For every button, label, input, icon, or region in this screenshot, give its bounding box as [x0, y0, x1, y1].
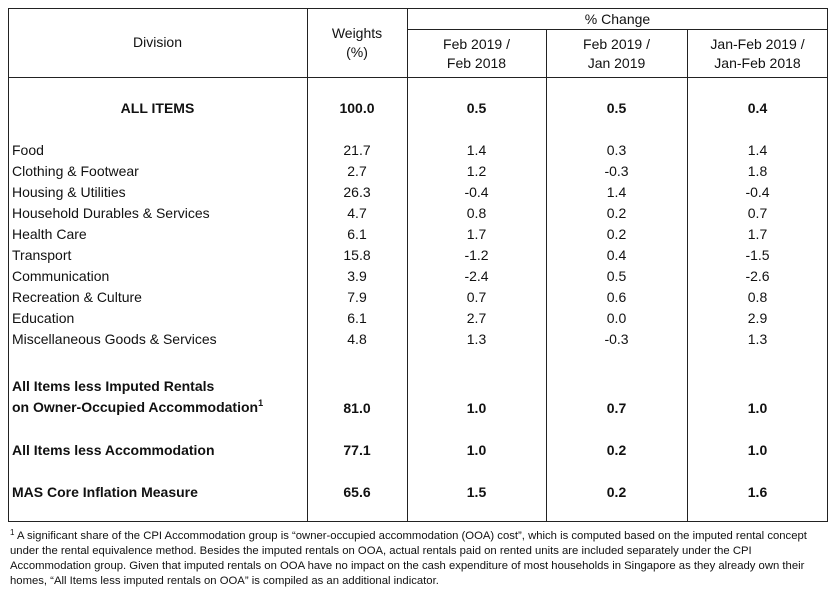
summary-label: MAS Core Inflation Measure: [12, 484, 198, 500]
row-v3: -2.6: [745, 268, 770, 284]
row-weight: 7.9: [347, 289, 367, 305]
header-col2-line1: Feb 2019 /: [583, 36, 650, 52]
table-top-border: [8, 8, 828, 9]
row-v2: 0.5: [606, 268, 627, 284]
row-label: Housing & Utilities: [12, 184, 126, 200]
summary-weight: 65.6: [343, 484, 371, 500]
row-weight: 6.1: [347, 226, 367, 242]
summary-v1: 1.0: [466, 442, 487, 458]
row-v2: 1.4: [606, 184, 627, 200]
header-col3-line2: Jan-Feb 2018: [714, 55, 801, 71]
row-weight: 3.9: [347, 268, 367, 284]
divider-col2: [546, 29, 547, 522]
summary-v3: 1.6: [747, 484, 768, 500]
row-label: Food: [12, 142, 44, 158]
row-label: Recreation & Culture: [12, 289, 142, 305]
row-v3: 0.7: [747, 205, 768, 221]
all-items-v2: 0.5: [606, 100, 627, 116]
row-v1: 1.2: [466, 163, 487, 179]
row-label: Communication: [12, 268, 110, 284]
header-col1-line1: Feb 2019 /: [443, 36, 510, 52]
row-v2: 0.4: [606, 247, 627, 263]
all-items-v3: 0.4: [747, 100, 768, 116]
footnote: 1 A significant share of the CPI Accommo…: [10, 529, 832, 589]
row-weight: 26.3: [343, 184, 371, 200]
row-v1: -0.4: [464, 184, 489, 200]
row-v2: 0.6: [606, 289, 627, 305]
header-pct-change: % Change: [584, 11, 651, 27]
row-v3: 0.8: [747, 289, 768, 305]
all-items-weight: 100.0: [339, 100, 375, 116]
row-v2: 0.2: [606, 226, 627, 242]
row-v2: 0.0: [606, 310, 627, 326]
row-weight: 21.7: [343, 142, 371, 158]
header-weights-line1: Weights: [331, 25, 383, 41]
row-v2: -0.3: [604, 331, 629, 347]
summary-v3: 1.0: [747, 442, 768, 458]
row-v3: 1.4: [747, 142, 768, 158]
summary-weight: 81.0: [343, 400, 371, 416]
summary-weight: 77.1: [343, 442, 371, 458]
row-v2: 0.2: [606, 205, 627, 221]
row-weight: 6.1: [347, 310, 367, 326]
row-v1: 0.7: [466, 289, 487, 305]
row-v1: -2.4: [464, 268, 489, 284]
row-v1: 0.8: [466, 205, 487, 221]
row-v1: 2.7: [466, 310, 487, 326]
footnote-text: A significant share of the CPI Accommoda…: [10, 530, 807, 587]
all-items-label: ALL ITEMS: [120, 100, 195, 116]
table-bottom-border: [8, 521, 828, 522]
table-left-border: [8, 8, 9, 522]
summary-label: All Items less Accommodation: [12, 442, 215, 458]
summary-v2: 0.2: [606, 442, 627, 458]
row-label: Education: [12, 310, 75, 326]
row-v3: -0.4: [745, 184, 770, 200]
row-v1: 1.3: [466, 331, 487, 347]
row-v3: 1.3: [747, 331, 768, 347]
row-v2: -0.3: [604, 163, 629, 179]
summary-label-line2: on Owner-Occupied Accommodation1: [12, 399, 263, 416]
row-v3: -1.5: [745, 247, 770, 263]
row-label: Clothing & Footwear: [12, 163, 139, 179]
row-weight: 4.7: [347, 205, 367, 221]
summary-v1: 1.5: [466, 484, 487, 500]
header-col2-line2: Jan 2019: [587, 55, 646, 71]
row-label: Miscellaneous Goods & Services: [12, 331, 217, 347]
row-label: Transport: [12, 247, 72, 263]
footnote-marker-sup: 1: [258, 398, 264, 408]
divider-weights: [307, 8, 308, 522]
row-weight: 4.8: [347, 331, 367, 347]
row-weight: 2.7: [347, 163, 367, 179]
row-weight: 15.8: [343, 247, 371, 263]
summary-label-line2-text: on Owner-Occupied Accommodation: [12, 399, 259, 415]
summary-v1: 1.0: [466, 400, 487, 416]
summary-v3: 1.0: [747, 400, 768, 416]
header-bottom-rule: [8, 77, 828, 78]
summary-label-line1: All Items less Imputed Rentals: [12, 378, 215, 394]
row-v3: 2.9: [747, 310, 768, 326]
all-items-v1: 0.5: [466, 100, 487, 116]
row-label: Health Care: [12, 226, 87, 242]
header-col1-line2: Feb 2018: [446, 55, 507, 71]
header-col3-line1: Jan-Feb 2019 /: [710, 36, 805, 52]
row-label: Household Durables & Services: [12, 205, 210, 221]
divider-col3: [687, 29, 688, 522]
footnote-marker: 1: [10, 528, 15, 537]
summary-v2: 0.7: [606, 400, 627, 416]
row-v1: -1.2: [464, 247, 489, 263]
header-weights-line2: (%): [346, 44, 368, 60]
row-v2: 0.3: [606, 142, 627, 158]
table-right-border: [827, 8, 828, 522]
row-v3: 1.8: [747, 163, 768, 179]
divider-col1: [407, 8, 408, 522]
pct-change-rule: [407, 29, 828, 30]
row-v3: 1.7: [747, 226, 768, 242]
summary-v2: 0.2: [606, 484, 627, 500]
header-division: Division: [132, 34, 182, 50]
row-v1: 1.4: [466, 142, 487, 158]
row-v1: 1.7: [466, 226, 487, 242]
